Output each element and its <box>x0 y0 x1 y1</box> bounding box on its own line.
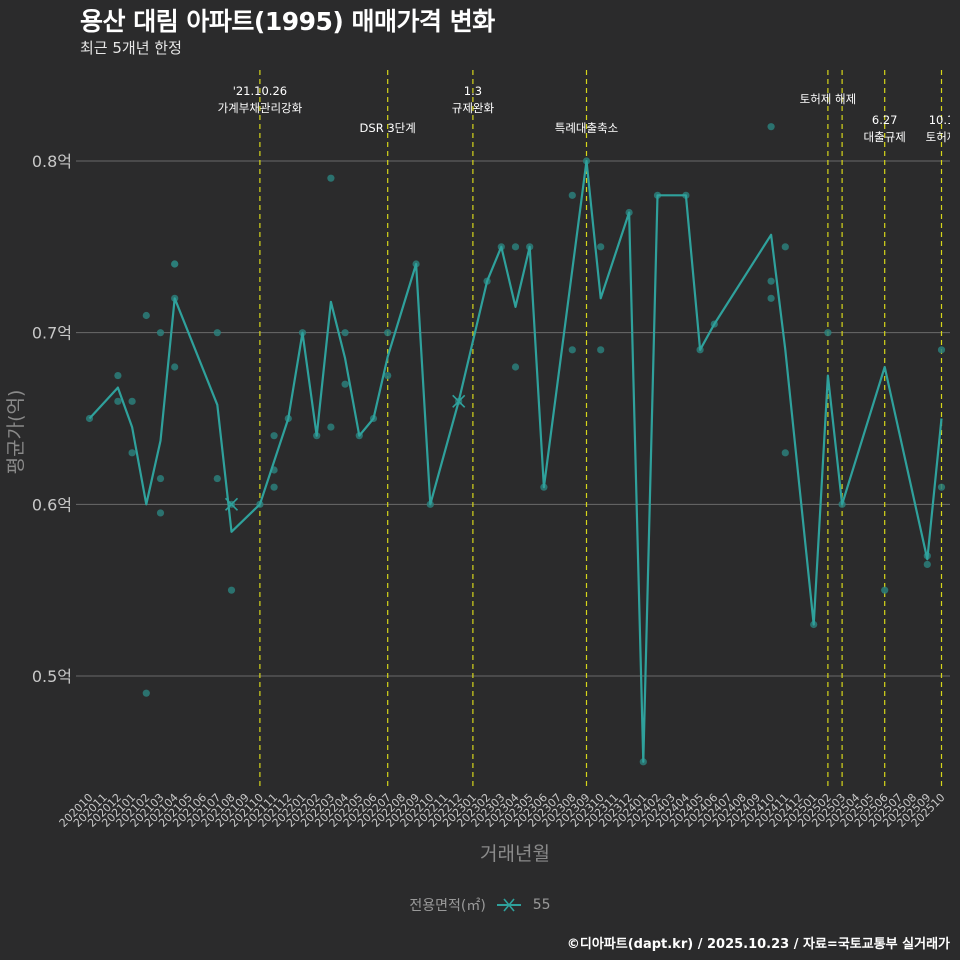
data-point <box>327 423 335 431</box>
event-label-line: 토허제 해제 <box>800 92 857 106</box>
legend-title: 전용면적(㎡) <box>409 898 486 914</box>
data-point <box>824 329 832 337</box>
data-point <box>128 449 136 457</box>
event-label-line: 특례대출축소 <box>555 121 618 135</box>
data-point <box>937 483 946 491</box>
data-point <box>114 397 122 405</box>
data-point <box>341 380 349 388</box>
event-lines <box>259 70 943 790</box>
event-label-line: 토허제 <box>926 130 958 144</box>
data-point <box>511 243 520 251</box>
cross-marker <box>224 497 239 511</box>
event-label-line: 10.1 <box>929 113 955 127</box>
event-label: 10.1 토허제 <box>926 113 958 144</box>
grid-lines <box>76 160 950 677</box>
data-point <box>568 191 576 199</box>
event-label-line: 대출규제 <box>864 130 906 144</box>
event-label: 1.3 규제완화 <box>452 84 495 115</box>
data-point <box>114 371 122 380</box>
data-point <box>568 346 576 354</box>
data-point <box>384 371 392 380</box>
event-label-line: 가계부채관리강화 <box>218 101 303 115</box>
event-label-line: '21.10.26 <box>233 84 287 98</box>
data-point <box>142 311 150 320</box>
series-lines <box>88 159 943 763</box>
event-label: DSR 3단계 <box>360 121 416 135</box>
data-point <box>341 329 349 337</box>
data-point <box>923 560 931 569</box>
y-tick-label: 0.6억 <box>32 495 72 514</box>
data-point <box>227 586 236 594</box>
series-line-55 <box>88 159 943 763</box>
data-point <box>327 174 335 182</box>
data-point <box>767 123 775 131</box>
data-point <box>171 363 179 371</box>
y-tick-label: 0.5억 <box>32 667 72 686</box>
event-label-line: 6.27 <box>872 113 898 127</box>
data-point <box>156 329 165 337</box>
event-label-line: 규제완화 <box>452 101 495 115</box>
y-axis-label: 평균가(억) <box>5 390 27 475</box>
data-point <box>156 509 165 517</box>
data-point <box>767 277 775 285</box>
x-axis-label: 거래년월 <box>480 843 550 865</box>
data-point <box>881 586 889 594</box>
y-tick-label: 0.8억 <box>32 152 72 171</box>
data-point <box>213 329 221 337</box>
legend-item-label: 55 <box>532 897 551 913</box>
data-point <box>597 243 605 251</box>
event-label-line: 1.3 <box>464 84 482 98</box>
x-axis: 2020102020112020122021012021022021032021… <box>57 791 948 830</box>
event-label: '21.10.26 가계부채관리강화 <box>218 84 303 115</box>
data-point <box>597 346 605 354</box>
data-point <box>781 243 789 251</box>
legend-key-icon <box>497 898 522 912</box>
chart-title: 용산 대림 아파트(1995) 매매가격 변화 <box>80 7 495 36</box>
data-point <box>767 294 775 302</box>
data-point <box>142 689 150 697</box>
data-point <box>128 397 136 405</box>
data-point <box>270 483 278 491</box>
event-label: 토허제 해제 <box>800 92 857 106</box>
data-point <box>171 260 179 268</box>
source-caption: ©디아파트(dapt.kr) / 2025.10.23 / 자료=국토교통부 실… <box>566 937 950 952</box>
y-tick-label: 0.7억 <box>32 324 72 343</box>
event-label: 6.27 대출규제 <box>864 113 906 144</box>
legend: 전용면적(㎡) 55 <box>0 895 960 915</box>
y-axis: 0.5억 0.6억 0.7억 0.8억 <box>32 152 72 686</box>
data-point <box>270 432 278 440</box>
data-point <box>156 474 165 483</box>
data-point <box>781 449 789 457</box>
data-point <box>511 363 520 371</box>
event-label: 특례대출축소 <box>555 121 618 135</box>
cross-marker <box>452 394 466 408</box>
chart-subtitle: 최근 5개년 한정 <box>80 39 182 57</box>
data-point <box>213 474 221 483</box>
cross-markers <box>224 394 466 511</box>
scatter-points <box>85 123 946 766</box>
data-point <box>384 329 392 337</box>
event-label-line: DSR 3단계 <box>360 121 416 135</box>
data-point <box>937 346 946 354</box>
